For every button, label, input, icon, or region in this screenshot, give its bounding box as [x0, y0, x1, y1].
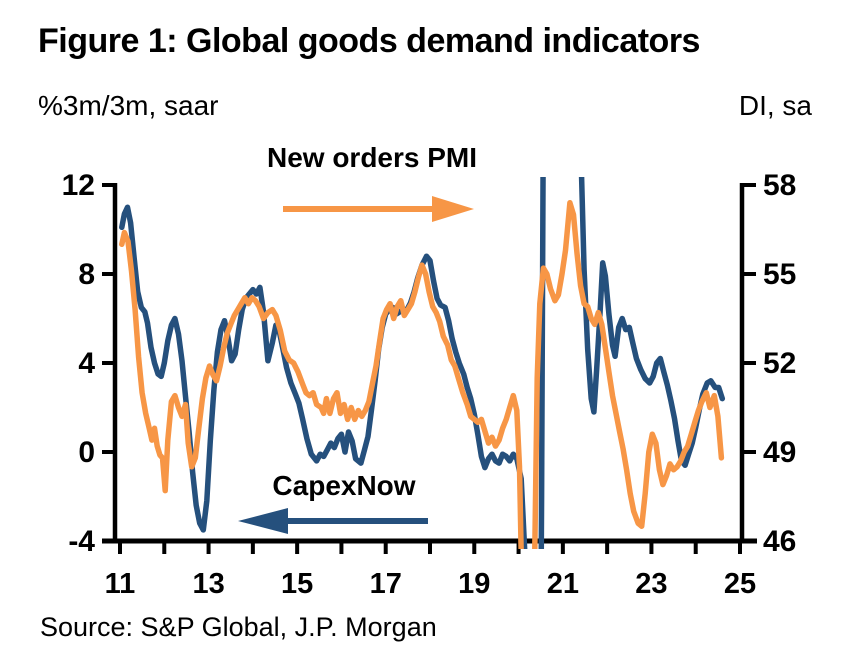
left-tick-label-12: 12	[62, 169, 95, 202]
x-tick-label-21: 21	[547, 568, 579, 600]
x-tick-label-25: 25	[724, 568, 756, 600]
left-tick-label-8: 8	[78, 258, 95, 291]
annotation-capexnow: CapexNow	[272, 470, 416, 501]
left-tick-label-4: 4	[78, 347, 95, 380]
x-tick-label-11: 11	[105, 568, 136, 600]
right-tick-label-49: 49	[763, 436, 796, 469]
right-tick-label-52: 52	[763, 347, 796, 380]
new-orders-pmi-arrow-head	[432, 196, 474, 222]
annotation-new-orders-pmi: New orders PMI	[266, 142, 478, 173]
x-tick-label-23: 23	[635, 568, 667, 600]
right-tick-label-55: 55	[763, 258, 796, 291]
x-tick-label-19: 19	[458, 568, 490, 600]
x-tick-label-13: 13	[192, 568, 224, 600]
x-tick-label-17: 17	[370, 568, 402, 600]
series-line-new-orders-pmi	[119, 200, 725, 549]
capexnow-arrow-head	[238, 508, 288, 534]
left-tick-label--4: -4	[68, 525, 95, 558]
right-tick-label-58: 58	[763, 169, 796, 202]
right-axis-unit-label: DI, sa	[738, 90, 812, 121]
x-tick-label-15: 15	[281, 568, 313, 600]
left-axis-unit-label: %3m/3m, saar	[38, 90, 219, 121]
right-tick-label-46: 46	[763, 525, 796, 558]
axis-units-row: %3m/3m, saar DI, sa	[38, 90, 812, 124]
figure-title: Figure 1: Global goods demand indicators	[38, 22, 700, 60]
left-tick-label-0: 0	[78, 436, 95, 469]
source-note: Source: S&P Global, J.P. Morgan	[40, 612, 437, 642]
